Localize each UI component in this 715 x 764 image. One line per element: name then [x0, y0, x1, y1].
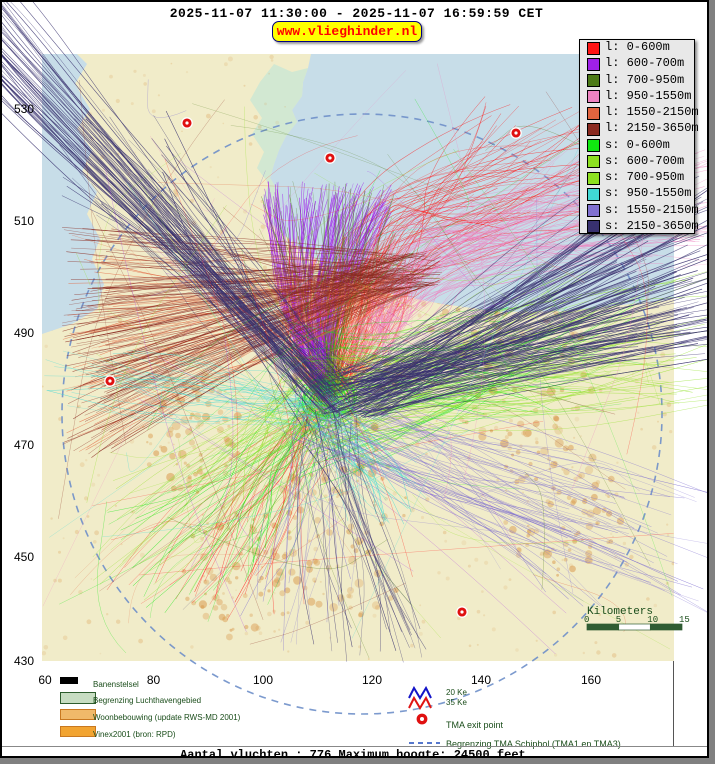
svg-text:10: 10	[647, 615, 658, 625]
svg-text:0: 0	[584, 615, 589, 625]
svg-text:15: 15	[679, 615, 690, 625]
svg-text:5: 5	[616, 615, 621, 625]
